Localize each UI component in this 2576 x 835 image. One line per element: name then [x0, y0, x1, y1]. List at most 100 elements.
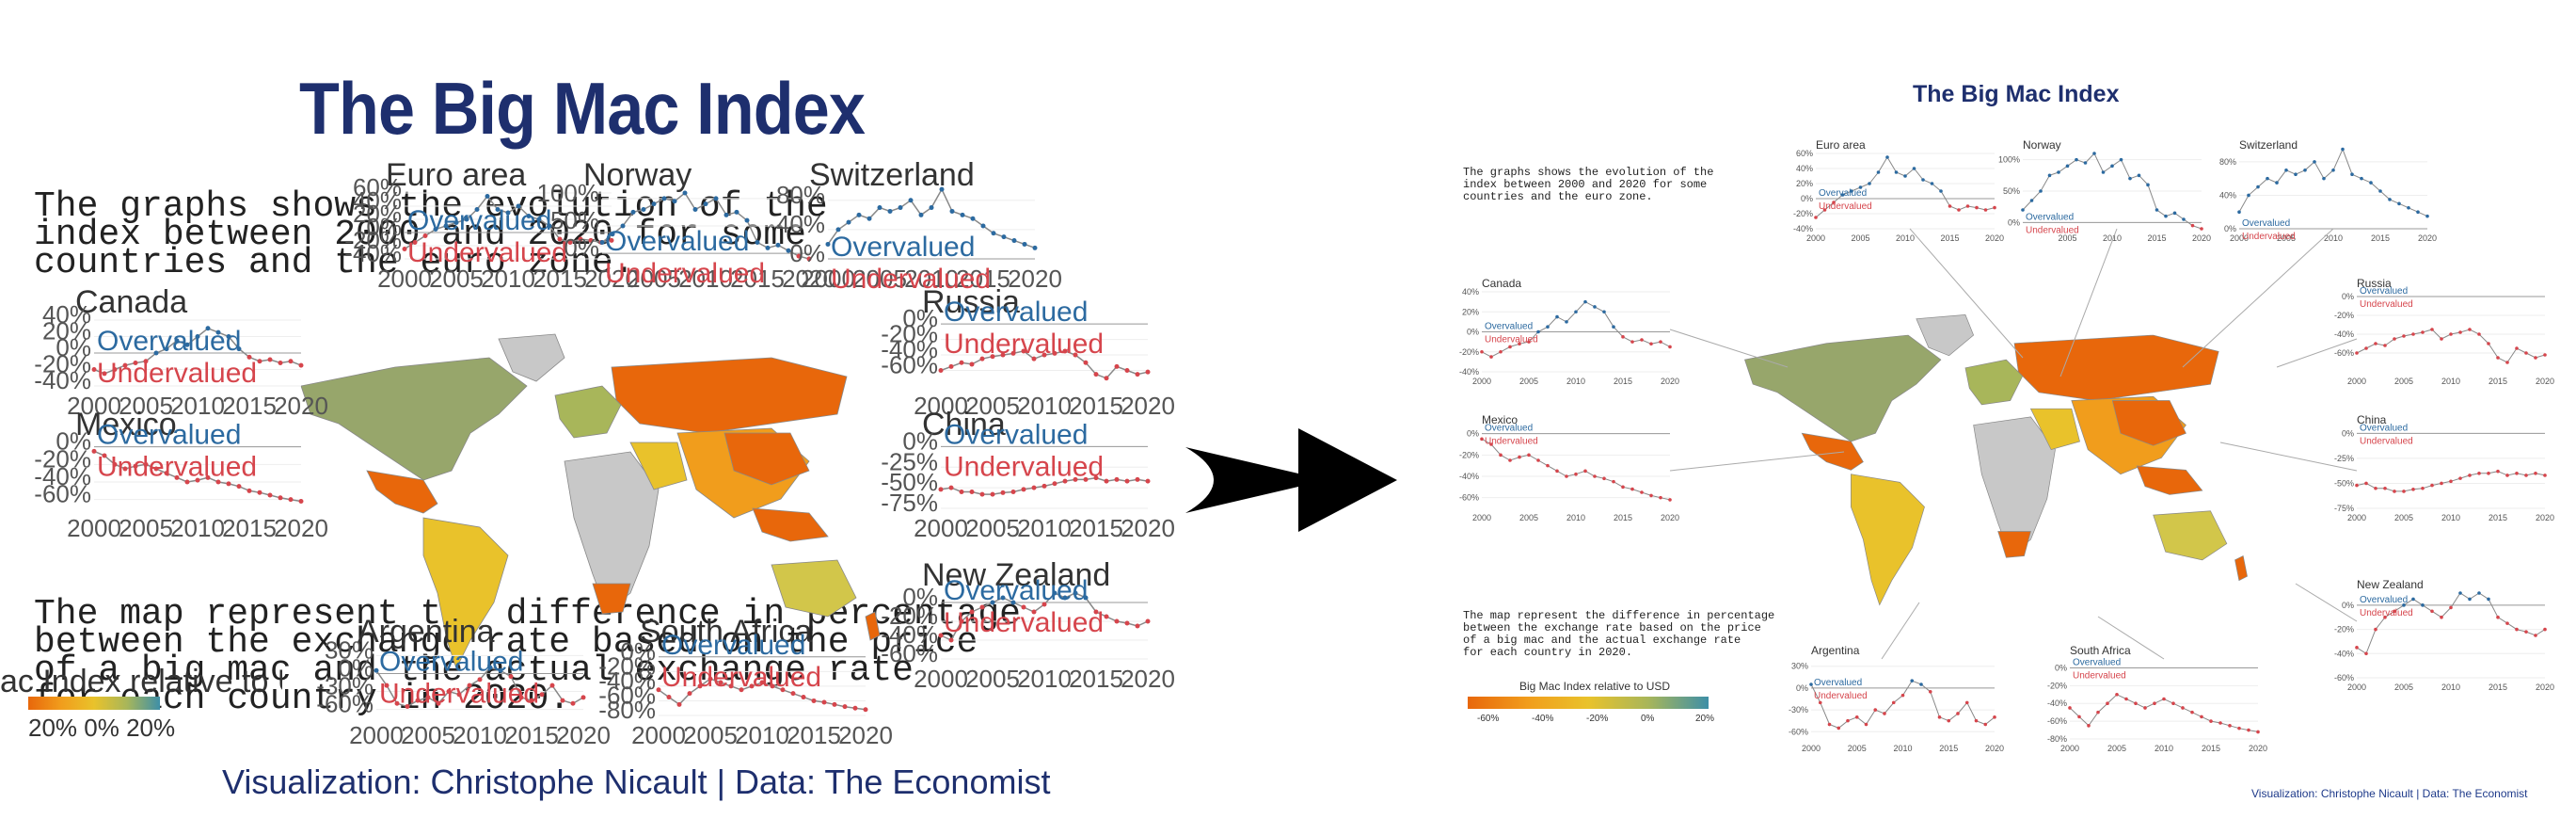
y-tick-label: 80% — [776, 181, 825, 209]
y-tick-label: -60% — [34, 480, 91, 508]
data-point — [1965, 204, 1970, 208]
y-tick-label: -50% — [881, 468, 938, 496]
region-russia — [2013, 334, 2219, 401]
data-point — [184, 479, 190, 485]
data-point — [1480, 437, 1484, 442]
x-tick-label: 2020 — [1008, 265, 1062, 293]
data-point — [898, 205, 903, 211]
region-middle-east — [2029, 408, 2080, 451]
data-point — [2402, 334, 2406, 338]
data-point — [498, 667, 503, 673]
data-point — [1612, 325, 1615, 329]
mini-chart-3: 40% 20% 0% -20% -40%2000 2005 2010 2015 2020 Over… — [1459, 287, 1679, 386]
x-tick-label: 2020 — [2536, 513, 2554, 522]
data-point — [780, 687, 786, 693]
y-tick-label: -40% — [34, 462, 91, 490]
data-point — [1809, 682, 1813, 686]
data-point — [672, 199, 677, 204]
y-tick-label: 0% — [1467, 328, 1479, 337]
data-point — [734, 209, 739, 215]
x-tick-label: 2005 — [1851, 233, 1869, 243]
data-point — [1031, 356, 1037, 361]
data-point — [1073, 352, 1078, 358]
x-tick-label: 2010 — [481, 265, 535, 293]
data-point — [2172, 211, 2177, 216]
mini-chart-9: 0% -20% -40% -60% -80%2000 2005 2010 2015 2020 Ov… — [2047, 657, 2267, 753]
y-tick-label: 0% — [56, 427, 91, 456]
data-point — [215, 479, 221, 485]
data-point — [806, 256, 812, 262]
data-point — [267, 492, 273, 498]
y-tick-label: 0% — [366, 213, 402, 241]
data-point — [1135, 372, 1140, 377]
overvalued-label: Overvalued — [2026, 212, 2074, 222]
chart-title-2: Switzerland — [2239, 138, 2298, 152]
x-tick-label: 2000 — [914, 392, 968, 420]
data-point — [1518, 342, 1521, 346]
undervalued-label: Undervalued — [944, 607, 1104, 638]
data-point — [2247, 728, 2250, 732]
y-tick-label: 40% — [353, 186, 402, 215]
y-tick-label: 40% — [42, 300, 91, 329]
data-point — [1104, 614, 1109, 619]
y-tick-label: -40% — [34, 366, 91, 394]
data-point — [453, 220, 459, 225]
data-point — [549, 682, 555, 688]
data-point — [1659, 495, 1662, 500]
data-point — [821, 699, 827, 705]
data-point — [1022, 241, 1027, 247]
data-point — [1583, 469, 1587, 474]
data-point — [835, 227, 841, 233]
mini-chart-1: 100%50%0%2005201020152020OvervaluedUnder… — [537, 179, 836, 293]
x-tick-label: 2005 — [1519, 513, 1538, 522]
x-tick-label: 2010 — [1017, 665, 1072, 693]
undervalued-label: Undervalued — [379, 678, 539, 709]
data-point — [842, 704, 848, 710]
data-point — [2275, 181, 2279, 185]
data-point — [2364, 651, 2368, 656]
data-point — [1489, 355, 1493, 359]
x-tick-label: 2015 — [1069, 514, 1123, 542]
data-point — [236, 484, 242, 490]
x-tick-label: 2010 — [1017, 514, 1072, 542]
data-point — [1555, 469, 1559, 474]
x-tick-label: 2015 — [504, 721, 559, 749]
x-tick-label: 2005 — [119, 392, 173, 420]
data-point — [205, 326, 211, 331]
mini-chart-0: 60%40%20%0%-20%-40%20002005201020152020O… — [344, 173, 639, 293]
data-point — [765, 245, 771, 250]
undervalued-label: Undervalued — [1485, 335, 1538, 345]
data-point — [1854, 715, 1859, 719]
data-point — [1975, 205, 1979, 210]
y-tick-label: 0% — [1801, 194, 1813, 203]
data-point — [2378, 189, 2382, 193]
data-point — [2515, 472, 2519, 475]
x-tick-label: 2015 — [222, 514, 277, 542]
data-point — [1083, 360, 1089, 365]
data-point — [1822, 208, 1827, 212]
y-tick-label: 0% — [2008, 217, 2020, 227]
data-point — [1649, 493, 1653, 498]
data-point — [990, 491, 995, 497]
data-point — [979, 604, 985, 610]
data-point — [2155, 208, 2159, 212]
data-point — [1640, 338, 1644, 342]
data-point — [1930, 182, 1934, 185]
data-point — [2430, 483, 2434, 488]
x-tick-label: 2015 — [1939, 744, 1958, 753]
x-tick-label: 2010 — [2155, 744, 2173, 753]
y-tick-label: 80% — [2219, 157, 2236, 167]
data-point — [588, 237, 594, 243]
data-point — [1021, 604, 1026, 610]
data-point — [2449, 332, 2453, 336]
data-point — [2331, 168, 2335, 172]
data-point — [570, 700, 576, 706]
data-point — [2369, 181, 2373, 185]
overvalued-label: Overvalued — [1814, 678, 1862, 688]
data-point — [1032, 245, 1038, 250]
data-point — [2110, 164, 2114, 169]
data-point — [298, 362, 304, 368]
left-legend-tick-1: 0% — [84, 714, 119, 742]
data-point — [1042, 483, 1047, 489]
data-point — [1659, 340, 1662, 344]
